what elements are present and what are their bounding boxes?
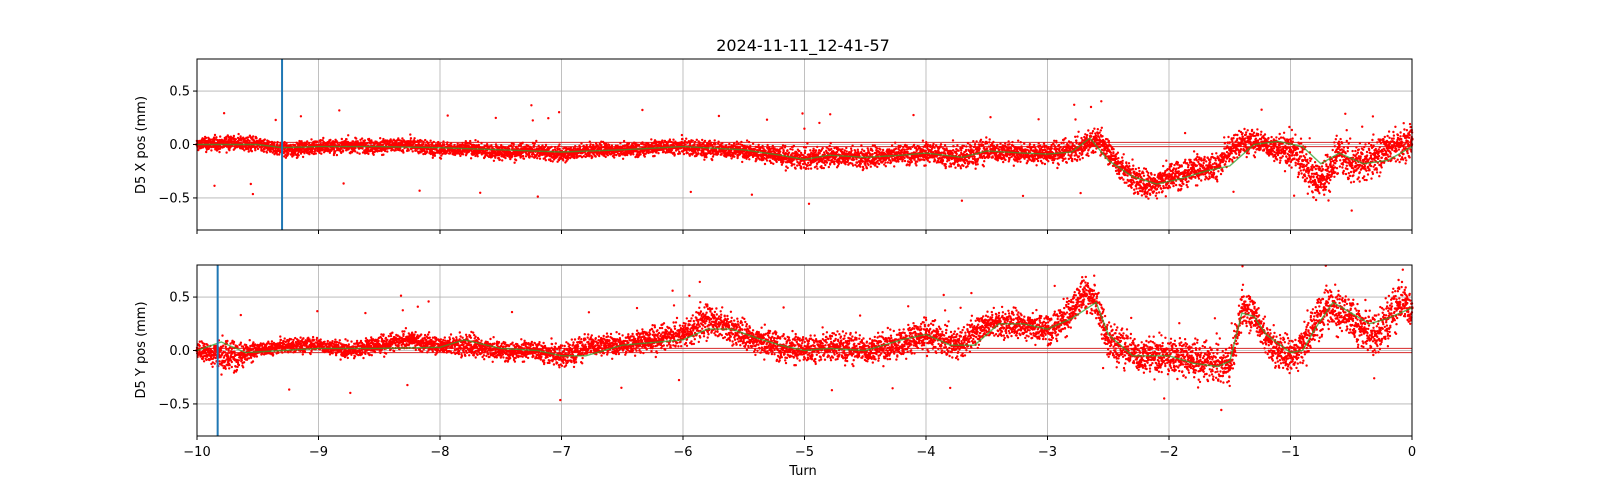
bottom-panel-x-ticks: −10 −9 −8 −7 −6 −5 −4 −3 −2 −1 0 bbox=[183, 436, 1416, 460]
top-panel-trend bbox=[197, 137, 1413, 185]
x-tick-label: −7 bbox=[552, 445, 571, 460]
bottom-panel: −0.50.00.5 −10 −9 −8 −7 −6 −5 −4 −3 −2 −1 0 D5 Y p… bbox=[134, 264, 1416, 460]
x-tick-label: −1 bbox=[1281, 445, 1300, 460]
y-tick-label: 0.5 bbox=[169, 291, 190, 306]
y-tick-label: 0.5 bbox=[169, 85, 190, 100]
x-tick-label: −8 bbox=[430, 445, 449, 460]
top-panel-ylabel: D5 X pos (mm) bbox=[134, 96, 149, 194]
x-tick-label: −9 bbox=[309, 445, 328, 460]
x-tick-label: −6 bbox=[673, 445, 692, 460]
y-tick-label: −0.5 bbox=[158, 191, 190, 206]
top-panel: −0.5 0.0 0.5 D5 X pos (mm) bbox=[134, 58, 1414, 234]
top-panel-y-ticks: −0.5 0.0 0.5 bbox=[158, 85, 197, 206]
trend-line bbox=[197, 137, 1413, 185]
x-tick-label: −2 bbox=[1159, 445, 1178, 460]
x-tick-label: −3 bbox=[1038, 445, 1057, 460]
x-tick-label: 0 bbox=[1408, 445, 1416, 460]
data-point bbox=[1301, 158, 1305, 163]
bottom-panel-trend bbox=[196, 301, 1413, 368]
y-tick-label: 0.0 bbox=[169, 344, 190, 359]
x-tick-label: −10 bbox=[183, 445, 210, 460]
x-axis-label: Turn bbox=[788, 464, 817, 479]
y-tick-label: 0.0 bbox=[169, 138, 190, 153]
trend-line bbox=[196, 301, 1413, 368]
chart-title: 2024-11-11_12-41-57 bbox=[716, 36, 890, 56]
y-tick-label: −0.5 bbox=[158, 397, 190, 412]
bottom-panel-ylabel: D5 Y pos (mm) bbox=[134, 301, 149, 398]
x-tick-label: −5 bbox=[795, 445, 814, 460]
x-tick-label: −4 bbox=[916, 445, 935, 460]
bottom-panel-y-ticks: −0.5 0.0 0.5 bbox=[158, 291, 197, 412]
top-panel-x-ticks bbox=[196, 230, 1413, 234]
